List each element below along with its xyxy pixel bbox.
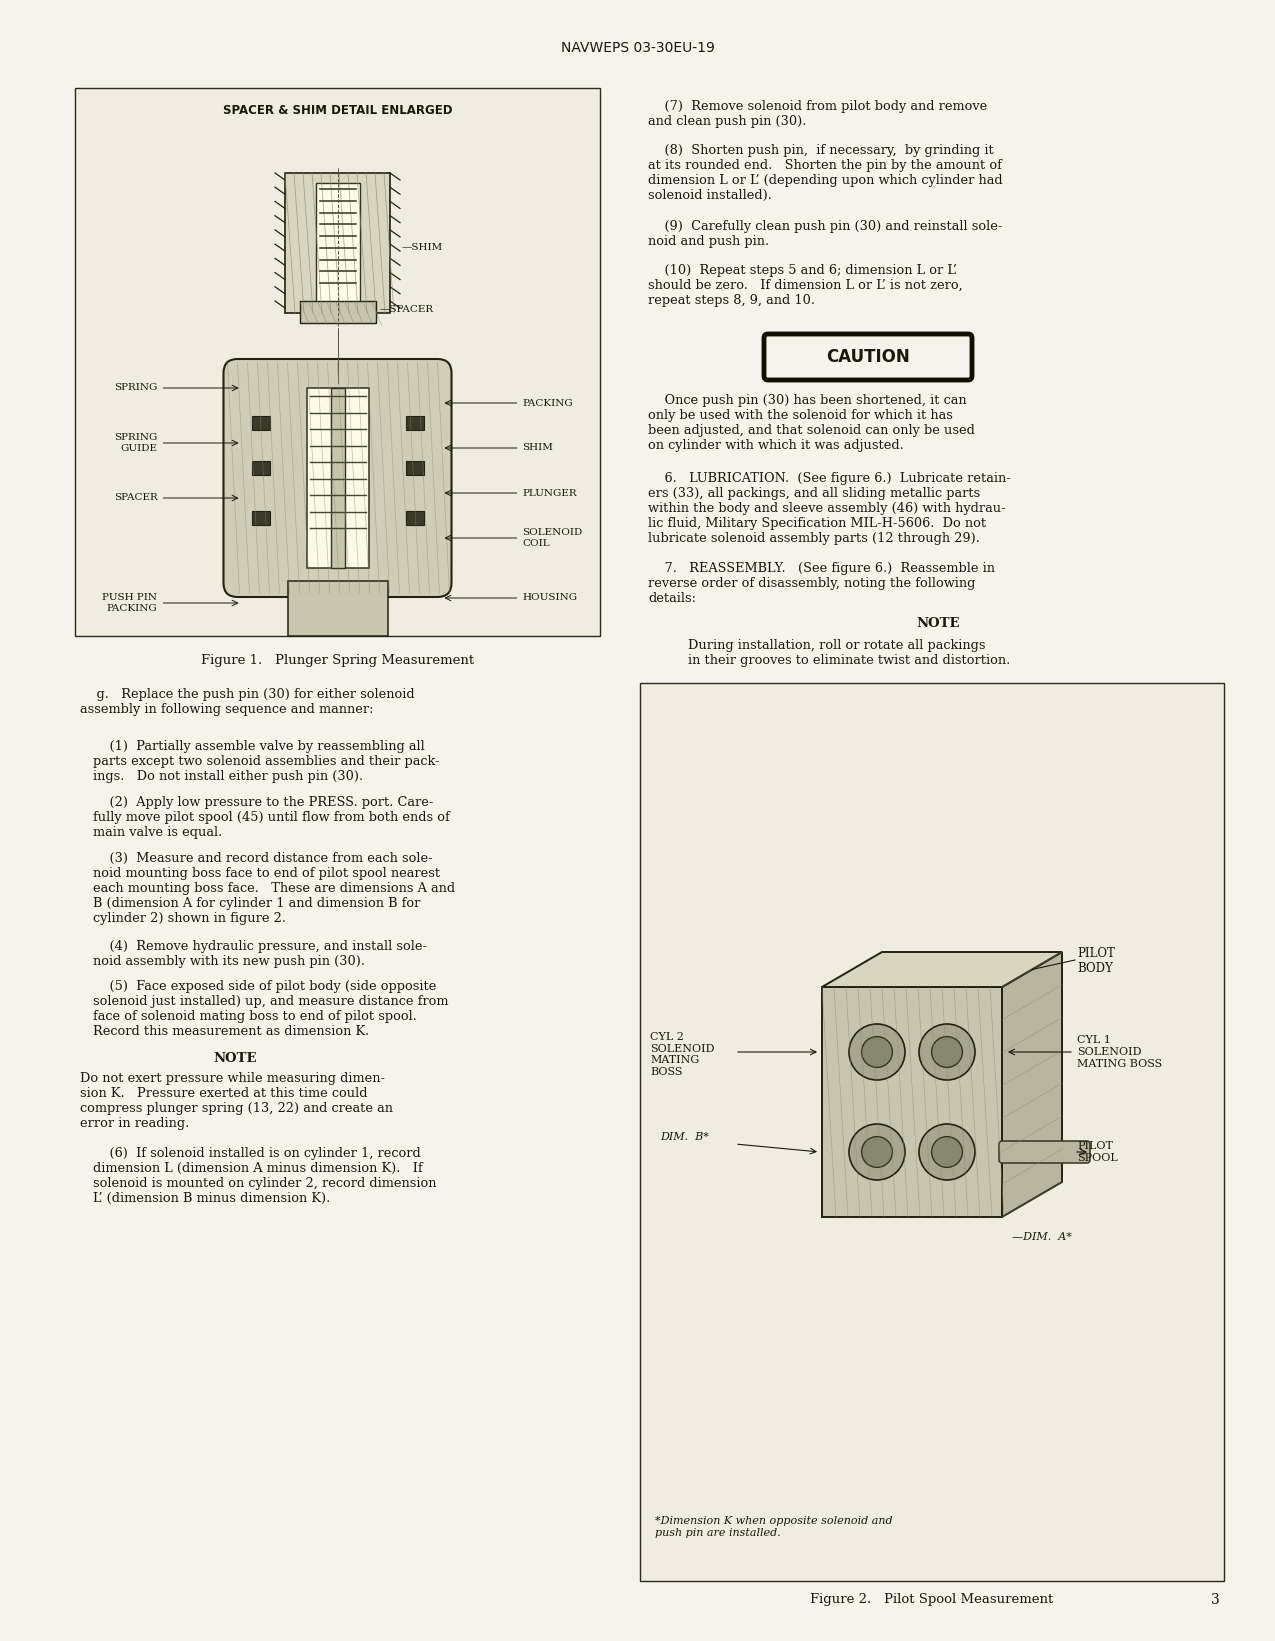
Text: SPRING
GUIDE: SPRING GUIDE [115,433,158,453]
Text: PUSH PIN
PACKING: PUSH PIN PACKING [102,594,158,612]
Polygon shape [1002,952,1062,1218]
Text: PILOT
BODY: PILOT BODY [1077,947,1114,975]
Text: 6.   LUBRICATION.  (See figure 6.)  Lubricate retain-
ers (33), all packings, an: 6. LUBRICATION. (See figure 6.) Lubricat… [648,473,1011,545]
Text: (3)  Measure and record distance from each sole-
noid mounting boss face to end : (3) Measure and record distance from eac… [93,852,455,926]
Text: SPACER & SHIM DETAIL ENLARGED: SPACER & SHIM DETAIL ENLARGED [223,103,453,117]
Text: SPACER: SPACER [113,494,158,502]
Text: NOTE: NOTE [917,617,960,630]
Polygon shape [822,952,1062,986]
Bar [315,184,360,304]
Text: PILOT
SPOOL: PILOT SPOOL [1077,1140,1118,1163]
Bar [300,300,376,323]
Circle shape [919,1124,975,1180]
Text: (6)  If solenoid installed is on cylinder 1, record
dimension L (dimension A min: (6) If solenoid installed is on cylinder… [93,1147,436,1204]
FancyBboxPatch shape [223,359,451,597]
Text: (8)  Shorten push pin,  if necessary,  by grinding it
at its rounded end.   Shor: (8) Shorten push pin, if necessary, by g… [648,144,1002,202]
FancyBboxPatch shape [1000,1140,1090,1163]
Text: PLUNGER: PLUNGER [523,489,578,497]
Text: (5)  Face exposed side of pilot body (side opposite
solenoid just installed) up,: (5) Face exposed side of pilot body (sid… [93,980,449,1039]
Bar [75,89,601,637]
Text: Figure 1.   Plunger Spring Measurement: Figure 1. Plunger Spring Measurement [201,655,474,666]
Circle shape [932,1037,963,1067]
Bar [306,387,368,568]
Bar [405,461,423,474]
Text: CAUTION: CAUTION [826,348,910,366]
Text: SPRING: SPRING [115,384,158,392]
Text: Once push pin (30) has been shortened, it can
only be used with the solenoid for: Once push pin (30) has been shortened, i… [648,394,975,451]
Text: SHIM: SHIM [523,443,553,453]
Circle shape [932,1137,963,1167]
Text: —SHIM: —SHIM [402,243,444,253]
Text: SOLENOID
COIL: SOLENOID COIL [523,528,583,548]
Text: During installation, roll or rotate all packings
in their grooves to eliminate t: During installation, roll or rotate all … [688,638,1010,666]
Text: DIM.  B*: DIM. B* [660,1132,709,1142]
Text: CYL 2
SOLENOID
MATING
BOSS: CYL 2 SOLENOID MATING BOSS [650,1032,714,1076]
Text: Do not exert pressure while measuring dimen-
sion K.   Pressure exerted at this : Do not exert pressure while measuring di… [80,1072,393,1131]
Text: PACKING: PACKING [523,399,574,407]
Bar [251,510,269,525]
Bar [640,683,1224,1580]
Text: (7)  Remove solenoid from pilot body and remove
and clean push pin (30).: (7) Remove solenoid from pilot body and … [648,100,987,128]
Bar [405,417,423,430]
Circle shape [862,1037,892,1067]
Text: Figure 2.   Pilot Spool Measurement: Figure 2. Pilot Spool Measurement [811,1593,1053,1607]
Text: (4)  Remove hydraulic pressure, and install sole-
noid assembly with its new pus: (4) Remove hydraulic pressure, and insta… [93,940,427,968]
Bar [251,461,269,474]
Text: (9)  Carefully clean push pin (30) and reinstall sole-
noid and push pin.: (9) Carefully clean push pin (30) and re… [648,220,1002,248]
Text: HOUSING: HOUSING [523,594,578,602]
Text: (2)  Apply low pressure to the PRESS. port. Care-
fully move pilot spool (45) un: (2) Apply low pressure to the PRESS. por… [93,796,450,839]
Circle shape [919,1024,975,1080]
Bar [405,510,423,525]
Text: —SPACER: —SPACER [380,305,434,313]
Text: 3: 3 [1211,1593,1219,1607]
Bar [822,986,1002,1218]
Bar [330,387,344,568]
Bar [251,417,269,430]
Text: CYL 1
SOLENOID
MATING BOSS: CYL 1 SOLENOID MATING BOSS [1077,1035,1163,1068]
Circle shape [849,1124,905,1180]
Circle shape [849,1024,905,1080]
Text: *Dimension K when opposite solenoid and
push pin are installed.: *Dimension K when opposite solenoid and … [655,1516,892,1538]
Bar [286,172,390,313]
Text: g.   Replace the push pin (30) for either solenoid
assembly in following sequenc: g. Replace the push pin (30) for either … [80,688,414,715]
Text: NOTE: NOTE [213,1052,256,1065]
Text: (10)  Repeat steps 5 and 6; dimension L or L’
should be zero.   If dimension L o: (10) Repeat steps 5 and 6; dimension L o… [648,264,963,307]
FancyBboxPatch shape [764,335,972,381]
Text: 7.   REASSEMBLY.   (See figure 6.)  Reassemble in
reverse order of disassembly, : 7. REASSEMBLY. (See figure 6.) Reassembl… [648,561,994,606]
Bar [287,581,388,637]
Text: (1)  Partially assemble valve by reassembling all
parts except two solenoid asse: (1) Partially assemble valve by reassemb… [93,740,440,783]
Circle shape [862,1137,892,1167]
Text: NAVWEPS 03-30EU-19: NAVWEPS 03-30EU-19 [561,41,714,56]
Text: —DIM.  A*: —DIM. A* [1012,1232,1072,1242]
